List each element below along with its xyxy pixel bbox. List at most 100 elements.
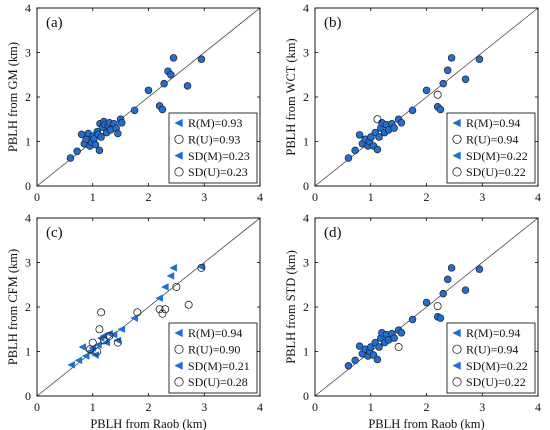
data-point — [461, 286, 470, 294]
data-point — [113, 336, 122, 345]
one-to-one-line — [314, 7, 539, 187]
x-tick-label: 4 — [257, 190, 263, 204]
data-point — [433, 90, 442, 99]
legend-marker-circle — [452, 134, 462, 144]
y-tick-label: 1 — [303, 135, 309, 149]
y-tick-label: 3 — [303, 46, 309, 60]
series-1 — [85, 263, 206, 356]
data-point — [95, 146, 104, 155]
legend-entry: SD(M)=0.23 — [188, 149, 250, 163]
data-point — [74, 356, 83, 365]
legend-box — [168, 112, 258, 184]
y-axis-label: PBLH from GM (km) — [6, 42, 20, 152]
data-point — [169, 264, 177, 272]
data-point — [93, 347, 102, 356]
y-tick-label: 2 — [303, 300, 309, 314]
x-tick-label: 2 — [146, 190, 152, 204]
data-point — [166, 272, 175, 280]
data-point — [130, 106, 139, 115]
data-point — [422, 298, 431, 307]
data-point — [394, 343, 403, 352]
data-point — [94, 341, 102, 349]
legend-entry: R(M)=0.94 — [188, 326, 242, 340]
legend-entry: SD(M)=0.22 — [466, 359, 528, 373]
x-tick-label: 2 — [146, 400, 152, 414]
legend-marker-triangle — [174, 361, 183, 370]
legend-marker-triangle — [174, 328, 183, 338]
y-tick-label: 2 — [25, 90, 31, 104]
legend: R(M)=0.94 R(U)=0.94 SD(M)=0.22 SD(U)=0.22 — [446, 112, 536, 184]
data-point — [184, 300, 193, 309]
data-point — [397, 119, 406, 127]
x-tick-label: 1 — [90, 400, 96, 414]
data-point — [433, 302, 442, 311]
data-point — [78, 343, 87, 351]
y-tick-label: 0 — [303, 179, 309, 193]
legend-marker-circle — [452, 377, 462, 387]
data-point — [375, 343, 383, 351]
legend-marker-triangle — [452, 328, 461, 338]
data-point — [436, 105, 445, 114]
data-point — [475, 55, 484, 63]
data-point — [197, 263, 205, 271]
data-point — [373, 145, 382, 154]
data-point — [367, 343, 375, 351]
x-axis-label: PBLH from Raob (km) — [90, 417, 206, 430]
legend: R(M)=0.94 R(U)=0.90 SD(M)=0.21 SD(U)=0.28 — [168, 322, 258, 394]
y-tick-label: 0 — [25, 179, 31, 193]
x-tick-label: 1 — [368, 190, 374, 204]
data-point — [436, 314, 445, 322]
data-point — [355, 131, 364, 139]
data-point — [167, 70, 175, 79]
data-point — [114, 129, 122, 138]
x-tick-label: 2 — [424, 190, 430, 204]
panel-label: (a) — [46, 15, 63, 31]
y-tick-label: 4 — [25, 211, 31, 225]
series-0 — [66, 54, 206, 162]
data-point — [475, 265, 484, 273]
panel-d: 0 1 2 3 4 0 1 2 3 4 PBLH from STD (km) PBLH from Ra… — [284, 211, 541, 430]
data-point — [85, 345, 94, 354]
panel-label: (c) — [46, 225, 63, 241]
legend-entry: R(M)=0.93 — [188, 116, 242, 130]
y-tick-label: 4 — [303, 1, 309, 15]
legend-marker-circle — [174, 167, 184, 177]
legend-entry: SD(U)=0.22 — [466, 375, 526, 389]
x-tick-label: 1 — [368, 400, 374, 414]
y-tick-label: 1 — [25, 345, 31, 359]
data-point — [130, 314, 138, 322]
legend-box — [446, 112, 536, 184]
data-point — [133, 308, 142, 317]
y-tick-label: 3 — [25, 46, 31, 60]
legend-marker-circle — [174, 377, 184, 387]
data-point — [85, 347, 94, 356]
panel-label: (d) — [324, 225, 342, 241]
x-tick-label: 0 — [34, 400, 40, 414]
data-point — [439, 289, 447, 298]
data-point — [105, 329, 113, 338]
x-tick-label: 3 — [201, 190, 207, 204]
data-point — [97, 308, 106, 317]
data-point — [390, 124, 398, 132]
x-tick-label: 3 — [479, 400, 485, 414]
data-point — [351, 146, 359, 155]
legend-marker-circle — [174, 134, 184, 144]
legend: R(M)=0.94 R(U)=0.94 SD(M)=0.22 SD(U)=0.22 — [446, 322, 536, 394]
y-tick-label: 2 — [25, 300, 31, 314]
x-axis-label: PBLH from Raob (km) — [368, 417, 484, 430]
legend-entry: R(M)=0.94 — [466, 116, 520, 130]
data-point — [344, 361, 353, 370]
x-tick-label: 2 — [424, 400, 430, 414]
data-point — [102, 338, 111, 347]
data-point — [155, 305, 164, 314]
legend-marker-triangle — [174, 151, 183, 160]
data-point — [408, 315, 417, 324]
panel-b: 0 1 2 3 4 0 1 2 3 4 PBLH from WCT (km) (b) R(M)=0.94… — [284, 1, 541, 204]
data-point — [390, 334, 398, 342]
data-point — [158, 105, 167, 114]
legend-entry: SD(U)=0.28 — [188, 375, 248, 389]
legend-entry: SD(U)=0.22 — [466, 165, 526, 179]
one-to-one-line — [36, 7, 261, 187]
data-point — [355, 342, 364, 350]
